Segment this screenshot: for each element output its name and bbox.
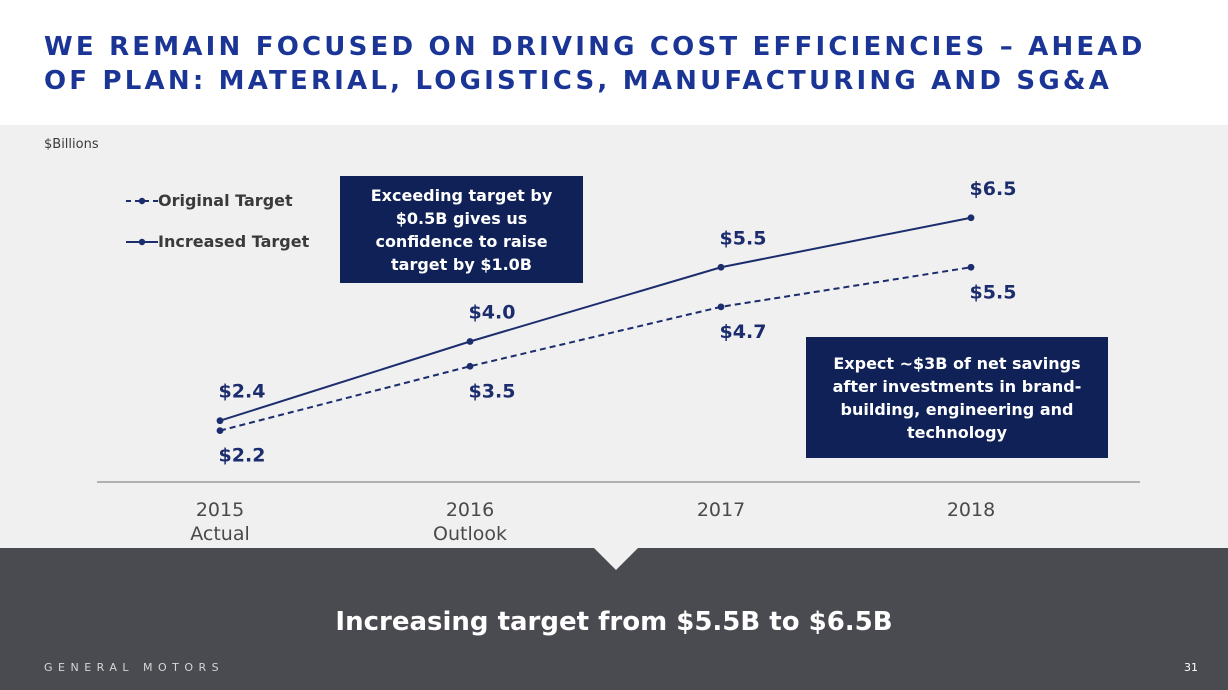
banner-headline: Increasing target from $5.5B to $6.5B — [335, 607, 893, 637]
data-label: $4.0 — [469, 302, 516, 324]
data-label: $6.5 — [970, 178, 1017, 200]
data-point — [466, 362, 474, 370]
bottom-banner — [0, 548, 1228, 690]
slide-title: WE REMAIN FOCUSED ON DRIVING COST EFFICI… — [44, 32, 1146, 96]
x-tick-label: 2017 — [697, 499, 745, 521]
x-tick-label: Outlook — [433, 523, 507, 545]
data-label: $5.5 — [970, 281, 1017, 303]
x-tick-label: Actual — [190, 523, 250, 545]
data-label: $4.7 — [720, 321, 767, 343]
unit-label: $Billions — [44, 137, 99, 152]
data-point — [216, 427, 224, 434]
data-point — [216, 417, 224, 425]
series-line-increased-target — [219, 216, 972, 422]
banner-notch — [594, 548, 638, 570]
data-point — [466, 338, 474, 345]
x-tick-label: 2016 — [446, 499, 494, 521]
chart-area — [0, 125, 1228, 548]
brand-logo-text: GENERAL MOTORS — [44, 661, 225, 674]
page-number: 31 — [1184, 661, 1198, 674]
legend-marker — [138, 197, 146, 205]
legend-label: Increased Target — [158, 232, 310, 251]
callout-net-savings: Expect ~$3B of net savings after investm… — [806, 337, 1108, 458]
series-line-original-target — [219, 266, 972, 432]
data-label: $5.5 — [720, 227, 767, 249]
data-point — [717, 263, 725, 271]
data-label: $2.2 — [219, 445, 266, 467]
x-tick-label: 2015 — [196, 499, 244, 521]
data-point — [967, 214, 975, 222]
data-point — [717, 303, 725, 311]
legend-label: Original Target — [158, 191, 293, 210]
callout-exceeding-target: Exceeding target by $0.5B gives us confi… — [340, 176, 583, 283]
legend-marker — [138, 238, 146, 246]
callout-exceeding-target-text: Exceeding target by $0.5B gives us confi… — [370, 185, 553, 274]
x-tick-label: 2018 — [947, 499, 995, 521]
title-band — [0, 0, 1228, 125]
data-label: $2.4 — [219, 381, 266, 403]
data-label: $3.5 — [469, 380, 516, 402]
data-point — [967, 263, 975, 271]
callout-net-savings-text: Expect ~$3B of net savings after investm… — [832, 353, 1082, 442]
